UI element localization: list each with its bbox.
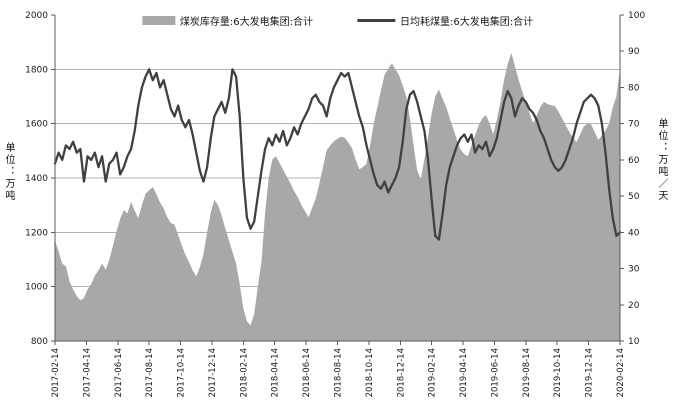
x-axis-tick-label: 2018-04-14 <box>271 348 281 397</box>
right-axis-tick-label: 80 <box>628 83 640 93</box>
right-axis-tick-label: 50 <box>628 192 640 202</box>
x-axis-tick-label: 2019-06-14 <box>490 348 500 397</box>
legend: 煤炭库存量:6大发电集团:合计 日均耗煤量:6大发电集团:合计 <box>141 13 533 28</box>
axes <box>51 14 624 345</box>
x-axis-tick-label: 2019-04-14 <box>459 348 469 397</box>
x-axis-tick-label: 2018-12-14 <box>396 348 406 397</box>
left-axis-tick-label: 1600 <box>25 120 48 130</box>
x-axis-tick-label: 2017-04-14 <box>82 348 92 397</box>
right-axis-tick-label: 90 <box>628 47 640 57</box>
legend-item-inventory: 煤炭库存量:6大发电集团:合计 <box>141 13 313 28</box>
legend-label-consumption: 日均耗煤量:6大发电集团:合计 <box>400 17 534 28</box>
left-axis-tick-label: 2000 <box>25 11 48 21</box>
x-axis-tick-label: 2017-12-14 <box>208 348 218 397</box>
right-axis-tick-label: 60 <box>628 156 640 166</box>
left-axis-tick-label: 1000 <box>25 283 48 293</box>
left-axis-tick-label: 1400 <box>25 174 48 184</box>
left-axis-tick-label: 800 <box>31 337 48 347</box>
right-axis-tick-label: 20 <box>628 301 640 311</box>
right-axis-tick-label: 100 <box>628 11 645 21</box>
x-axis-tick-label: 2020-02-14 <box>616 348 626 397</box>
x-axis-tick-label: 2019-08-14 <box>522 348 532 397</box>
x-axis-tick-label: 2017-02-14 <box>51 348 61 397</box>
line-series-swatch <box>357 19 395 22</box>
area-series-coal-inventory <box>55 53 620 341</box>
legend-label-inventory: 煤炭库存量:6大发电集团:合计 <box>179 17 313 28</box>
x-axis-tick-label: 2018-06-14 <box>302 348 312 397</box>
left-axis-tick-label: 1200 <box>25 228 48 238</box>
x-axis-tick-label: 2019-02-14 <box>428 348 438 397</box>
right-axis-tick-label: 10 <box>628 337 640 347</box>
left-axis-tick-label: 1800 <box>25 65 48 75</box>
x-axis-tick-label: 2018-10-14 <box>365 348 375 397</box>
x-axis-tick-label: 2018-08-14 <box>334 348 344 397</box>
x-axis-tick-label: 2018-02-14 <box>239 348 249 397</box>
x-axis-tick-label: 2017-08-14 <box>145 348 155 397</box>
right-axis-tick-label: 70 <box>628 120 640 130</box>
legend-item-consumption: 日均耗煤量:6大发电集团:合计 <box>357 13 533 28</box>
right-axis-tick-label: 40 <box>628 228 640 238</box>
left-axis-title: 单位：万吨 <box>3 142 14 202</box>
area-series-swatch <box>141 16 175 25</box>
x-axis-tick-label: 2017-06-14 <box>114 348 124 397</box>
x-axis-tick-label: 2019-12-14 <box>585 348 595 397</box>
right-axis-tick-label: 30 <box>628 265 640 275</box>
right-axis-title: 单位：万吨／天 <box>656 118 667 202</box>
axis-tick-labels: 2000 1800 1600 1400 1200 1000 800 100 90 80 70 60 50… <box>25 11 645 397</box>
x-axis-tick-label: 2017-10-14 <box>177 348 187 397</box>
line-series-daily-coal-consumption <box>53 68 622 241</box>
x-axis-tick-label: 2019-10-14 <box>553 348 563 397</box>
